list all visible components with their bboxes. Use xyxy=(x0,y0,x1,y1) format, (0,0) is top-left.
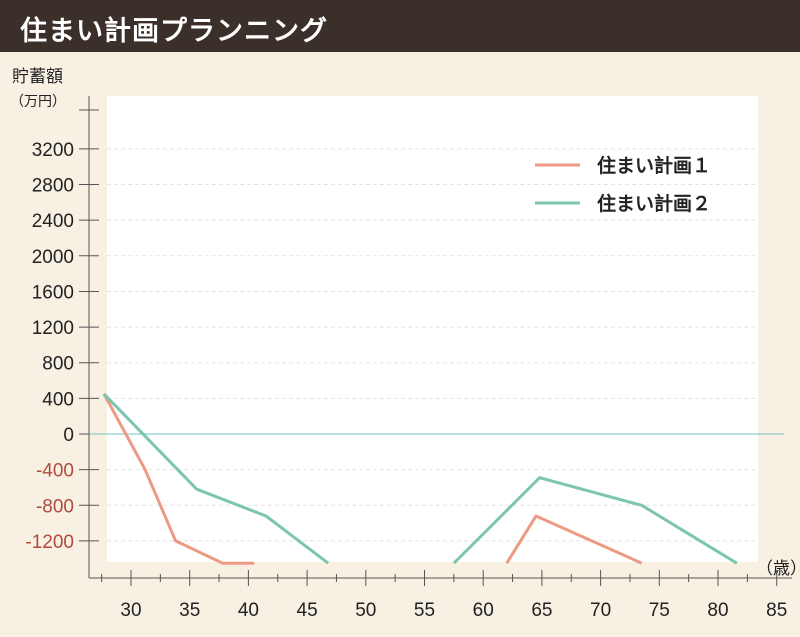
header-bar: 住まい計画プランニング xyxy=(0,0,800,52)
x-tick-label: 45 xyxy=(297,600,318,621)
grid-lines xyxy=(107,148,758,542)
x-tick-label: 70 xyxy=(590,600,611,621)
y-tick-label: 2800 xyxy=(32,176,74,197)
y-axis-label: 貯蓄額 xyxy=(12,67,63,87)
y-tick-label: -1200 xyxy=(25,532,74,553)
y-tick-label: 2000 xyxy=(32,247,74,268)
x-tick-label: 60 xyxy=(473,600,494,621)
y-tick-label: 3200 xyxy=(32,140,74,161)
plot-area xyxy=(107,96,758,562)
y-tick-label: 0 xyxy=(63,425,74,446)
x-tick-label: 30 xyxy=(120,600,141,621)
y-tick-label: 800 xyxy=(42,354,74,375)
series-line-2 xyxy=(102,392,330,565)
page-title: 住まい計画プランニング xyxy=(20,16,328,47)
x-tick-label: 55 xyxy=(414,600,435,621)
x-tick-label: 80 xyxy=(707,600,728,621)
series-line-2 xyxy=(452,476,738,565)
y-axis-ticks: 3200 2800 2400 2000 1600 1200 800 400 0 -400 -800 -… xyxy=(25,109,99,553)
y-tick-label: -400 xyxy=(36,461,74,482)
x-tick-label: 65 xyxy=(531,600,552,621)
x-axis-ticks: 30 35 40 45 50 55 60 65 70 75 80 85 xyxy=(101,570,787,621)
series-line-1 xyxy=(505,514,643,565)
series-line-1 xyxy=(102,393,255,565)
y-axis-unit: （万円） xyxy=(10,94,66,110)
legend-label-2: 住まい計画２ xyxy=(597,192,711,215)
x-axis-unit: （歳） xyxy=(756,559,800,579)
series-layer xyxy=(102,392,738,565)
y-tick-label: 1200 xyxy=(32,318,74,339)
x-tick-label: 75 xyxy=(649,600,670,621)
x-tick-label: 35 xyxy=(179,600,200,621)
y-tick-label: 1600 xyxy=(32,282,74,303)
x-tick-label: 40 xyxy=(238,600,259,621)
y-tick-label: -800 xyxy=(36,496,74,517)
y-tick-label: 2400 xyxy=(32,211,74,232)
x-tick-label: 50 xyxy=(355,600,376,621)
legend: 住まい計画１ 住まい計画２ xyxy=(535,154,711,215)
x-tick-label: 85 xyxy=(766,600,787,621)
y-tick-label: 400 xyxy=(42,389,74,410)
legend-label-1: 住まい計画１ xyxy=(597,154,711,177)
